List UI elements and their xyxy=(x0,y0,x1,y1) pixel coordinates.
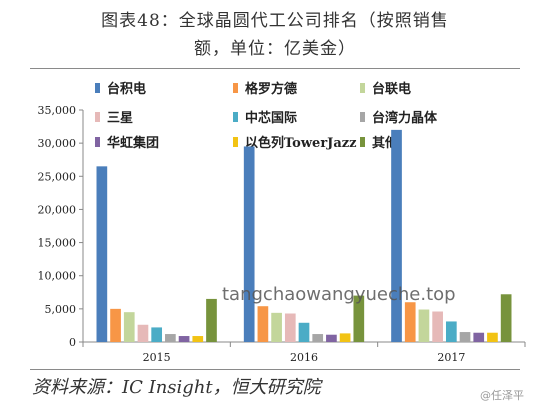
bar xyxy=(257,306,269,342)
x-tick-label: 2016 xyxy=(290,351,318,364)
bar xyxy=(271,312,282,342)
legend-swatch xyxy=(95,137,100,147)
legend-label: 台积电 xyxy=(107,81,146,97)
y-tick-label: 0 xyxy=(69,336,76,349)
weibo-mark: @任泽平 xyxy=(480,389,524,402)
bar xyxy=(206,298,217,342)
watermark: tangchaowangyueche.top xyxy=(222,284,456,305)
bar xyxy=(178,336,190,342)
legend-swatch xyxy=(360,112,365,122)
bar xyxy=(243,146,255,342)
legend-label: 以色列TowerJazz xyxy=(245,135,357,151)
bar xyxy=(473,332,485,342)
x-tick-label: 2017 xyxy=(437,351,465,364)
bar xyxy=(298,322,310,342)
y-tick-label: 10,000 xyxy=(38,270,77,283)
legend-label: 中芯国际 xyxy=(245,110,297,126)
chart-title-line1: 图表48：全球晶圆代工公司排名（按照销售 xyxy=(101,11,449,31)
legend-label: 格罗方德 xyxy=(245,81,297,97)
legend-label: 三星 xyxy=(107,111,133,126)
y-tick-label: 5,000 xyxy=(45,303,77,316)
legend-label: 台湾力晶体 xyxy=(372,110,438,126)
legend-swatch xyxy=(233,137,238,147)
bar xyxy=(96,166,108,342)
legend-swatch xyxy=(360,137,365,147)
bar xyxy=(284,313,296,342)
legend-swatch xyxy=(95,83,100,93)
legend-label: 华虹集团 xyxy=(107,135,159,151)
y-tick-label: 20,000 xyxy=(38,203,77,216)
bar xyxy=(500,294,512,342)
y-tick-label: 30,000 xyxy=(38,137,77,150)
bottom-rule xyxy=(30,369,520,370)
legend-label: 台联电 xyxy=(372,81,411,97)
bar xyxy=(418,309,430,342)
bar xyxy=(487,332,498,342)
bar xyxy=(110,308,121,342)
bar xyxy=(326,334,337,342)
bar xyxy=(391,129,402,342)
source-note: 资料来源：IC Insight，恒大研究院 xyxy=(32,377,321,398)
y-tick-label: 35,000 xyxy=(38,104,77,117)
legend-swatch xyxy=(360,83,365,93)
bar xyxy=(339,333,351,342)
legend-swatch xyxy=(233,83,238,93)
bar xyxy=(165,334,176,342)
bars xyxy=(96,129,512,342)
bar xyxy=(312,334,324,342)
bar xyxy=(404,302,416,342)
bar xyxy=(432,311,443,342)
y-tick-label: 15,000 xyxy=(38,237,77,250)
chart-title-line2: 额，单位：亿美金） xyxy=(194,39,356,59)
legend-swatch xyxy=(95,112,100,122)
top-rule xyxy=(30,68,520,69)
bar xyxy=(151,327,163,342)
bar xyxy=(192,336,204,342)
bar xyxy=(353,295,365,342)
bar xyxy=(123,312,135,342)
legend-swatch xyxy=(233,112,238,122)
x-tick-label: 2015 xyxy=(143,351,171,364)
bar xyxy=(137,324,149,342)
y-tick-label: 25,000 xyxy=(38,170,77,183)
axes: 0 5,000 10,000 15,000 20,000 25,000 30,000 35,0… xyxy=(38,104,526,364)
bar xyxy=(459,332,471,342)
bar xyxy=(445,321,457,342)
